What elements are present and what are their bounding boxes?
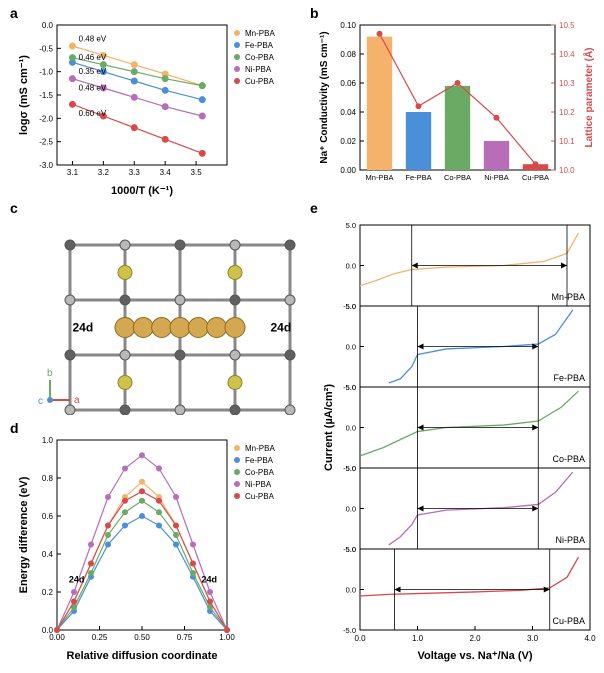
svg-text:Mn-PBA: Mn-PBA (551, 292, 585, 302)
chart-b: 0.00 0.02 0.04 0.06 0.08 0.10 10.0 10.1 10.2 10.3… (315, 15, 600, 200)
svg-text:5.0: 5.0 (346, 221, 356, 230)
svg-text:3.2: 3.2 (98, 168, 110, 177)
svg-text:0.10: 0.10 (340, 21, 356, 30)
svg-text:0.0: 0.0 (346, 586, 356, 595)
svg-text:0.25: 0.25 (92, 633, 108, 642)
svg-text:0.75: 0.75 (177, 633, 193, 642)
svg-text:0.46 eV: 0.46 eV (79, 53, 107, 62)
svg-text:5.0: 5.0 (346, 545, 356, 554)
svg-text:0.0: 0.0 (346, 505, 356, 514)
svg-text:10.1: 10.1 (559, 137, 575, 146)
svg-text:10.5: 10.5 (559, 21, 575, 30)
svg-text:0.0: 0.0 (42, 21, 54, 30)
svg-text:Cu-PBA: Cu-PBA (552, 616, 585, 626)
svg-text:Fe-PBA: Fe-PBA (245, 41, 274, 50)
svg-text:0.00: 0.00 (340, 166, 356, 175)
svg-text:Co-PBA: Co-PBA (245, 468, 275, 477)
panel-c-label: c (10, 200, 18, 216)
svg-text:10.2: 10.2 (559, 108, 575, 117)
svg-text:0.0: 0.0 (346, 262, 356, 271)
svg-text:Fe-PBA: Fe-PBA (245, 456, 274, 465)
svg-text:4.0: 4.0 (584, 634, 596, 643)
svg-text:0.08: 0.08 (340, 50, 356, 59)
svg-text:0.60 eV: 0.60 eV (79, 109, 107, 118)
svg-text:1.0: 1.0 (42, 436, 54, 445)
svg-text:0.8: 0.8 (42, 474, 54, 483)
svg-text:-2.0: -2.0 (39, 114, 53, 123)
svg-text:0.2: 0.2 (42, 588, 54, 597)
svg-text:Cu-PBA: Cu-PBA (245, 77, 275, 86)
svg-text:Mn-PBA: Mn-PBA (245, 29, 275, 38)
svg-text:24d: 24d (202, 575, 218, 585)
svg-text:10.3: 10.3 (559, 79, 575, 88)
svg-text:Lattice parameter (Å): Lattice parameter (Å) (582, 47, 595, 147)
svg-text:0.04: 0.04 (340, 108, 356, 117)
svg-text:Co-PBA: Co-PBA (552, 454, 585, 464)
svg-text:3.0: 3.0 (527, 634, 539, 643)
svg-text:logσ (mS cm⁻¹): logσ (mS cm⁻¹) (18, 55, 30, 135)
svg-text:0.50: 0.50 (134, 633, 150, 642)
svg-text:-1.0: -1.0 (39, 68, 53, 77)
svg-text:Cu-PBA: Cu-PBA (245, 492, 275, 501)
svg-text:0.0: 0.0 (42, 626, 54, 635)
svg-text:0.35 eV: 0.35 eV (79, 67, 107, 76)
svg-text:0.48 eV: 0.48 eV (79, 34, 107, 43)
svg-text:24d: 24d (69, 575, 85, 585)
svg-text:Voltage vs. Na⁺/Na (V): Voltage vs. Na⁺/Na (V) (417, 650, 532, 662)
svg-text:Ni-PBA: Ni-PBA (484, 173, 509, 182)
svg-text:Cu-PBA: Cu-PBA (522, 173, 549, 182)
svg-text:0.0: 0.0 (346, 424, 356, 433)
svg-text:10.4: 10.4 (559, 50, 575, 59)
svg-text:Relative diffusion coordinate: Relative diffusion coordinate (67, 650, 218, 662)
svg-text:0.0: 0.0 (354, 634, 366, 643)
svg-text:0.06: 0.06 (340, 79, 356, 88)
panel-c-structure: 24d 24d a b c (20, 215, 300, 415)
svg-text:0.4: 0.4 (42, 550, 54, 559)
svg-text:Mn-PBA: Mn-PBA (245, 444, 275, 453)
svg-text:-3.0: -3.0 (39, 161, 53, 170)
chart-e: -5.00.05.0Mn-PBA-5.00.05.0Fe-PBA-5.00.05… (320, 215, 600, 665)
svg-text:3.5: 3.5 (191, 168, 203, 177)
svg-text:10.0: 10.0 (559, 166, 575, 175)
svg-text:5.0: 5.0 (346, 464, 356, 473)
svg-text:24d: 24d (73, 321, 94, 335)
svg-text:-2.5: -2.5 (39, 138, 53, 147)
panel-e-label: e (310, 200, 318, 216)
svg-text:1000/T (K⁻¹): 1000/T (K⁻¹) (111, 185, 173, 197)
chart-a: 3.1 3.2 3.3 3.4 3.5 -3.0 -2.5 -2.0 -1.5 -1.0 -0.5 0… (15, 15, 305, 200)
svg-text:Fe-PBA: Fe-PBA (405, 173, 431, 182)
svg-text:0.48 eV: 0.48 eV (79, 83, 107, 92)
svg-text:Na⁺ Conductivity (mS cm⁻¹): Na⁺ Conductivity (mS cm⁻¹) (319, 31, 330, 163)
svg-text:0.02: 0.02 (340, 137, 356, 146)
svg-text:0.6: 0.6 (42, 512, 54, 521)
svg-text:Ni-PBA: Ni-PBA (245, 480, 272, 489)
svg-text:c: c (38, 396, 43, 407)
chart-d: 0.000.250.500.751.000.00.20.40.60.81.0Re… (15, 430, 305, 665)
svg-text:-0.5: -0.5 (39, 44, 53, 53)
svg-text:0.0: 0.0 (346, 343, 356, 352)
svg-text:3.4: 3.4 (160, 168, 172, 177)
svg-text:-1.5: -1.5 (39, 91, 53, 100)
svg-text:3.3: 3.3 (129, 168, 141, 177)
svg-text:1.0: 1.0 (412, 634, 424, 643)
svg-text:3.1: 3.1 (67, 168, 79, 177)
svg-text:Ni-PBA: Ni-PBA (555, 535, 585, 545)
svg-text:Mn-PBA: Mn-PBA (366, 173, 394, 182)
svg-text:2.0: 2.0 (469, 634, 481, 643)
svg-text:Current (µA/cm²): Current (µA/cm²) (323, 384, 335, 471)
svg-text:b: b (47, 368, 53, 379)
svg-text:Energy difference (eV): Energy difference (eV) (18, 476, 30, 593)
svg-text:Ni-PBA: Ni-PBA (245, 65, 272, 74)
svg-text:Co-PBA: Co-PBA (245, 53, 275, 62)
svg-text:Fe-PBA: Fe-PBA (553, 373, 585, 383)
svg-text:1.00: 1.00 (219, 633, 235, 642)
svg-text:5.0: 5.0 (346, 383, 356, 392)
svg-text:Co-PBA: Co-PBA (444, 173, 471, 182)
svg-text:5.0: 5.0 (346, 302, 356, 311)
svg-text:a: a (74, 395, 80, 406)
svg-text:24d: 24d (271, 321, 292, 335)
